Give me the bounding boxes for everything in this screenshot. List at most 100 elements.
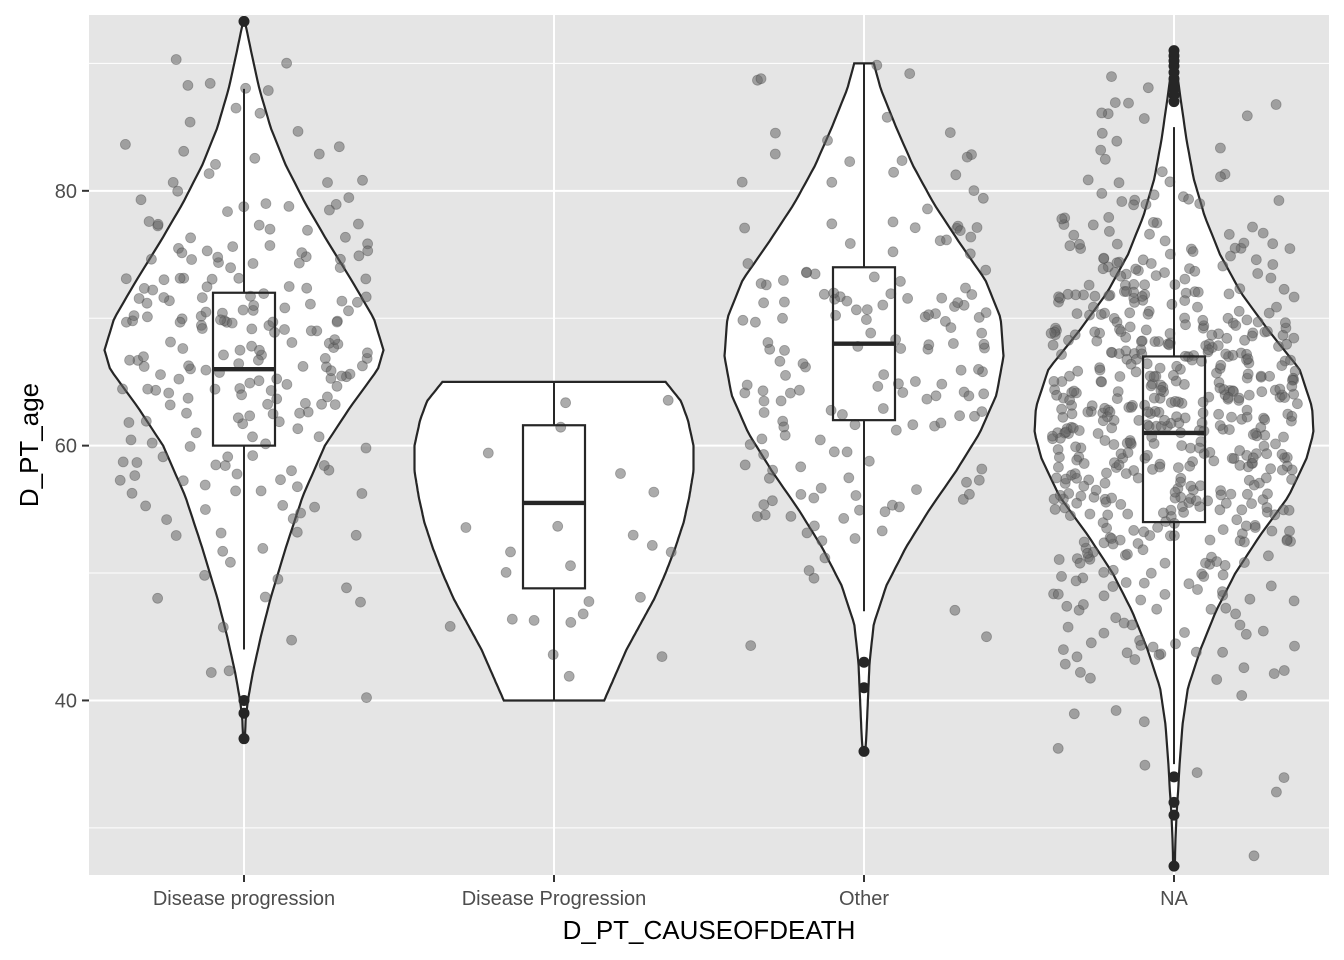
data-point — [1261, 448, 1273, 460]
data-point — [1065, 510, 1076, 521]
data-point — [795, 461, 807, 473]
data-point — [1164, 248, 1176, 260]
data-point — [1078, 458, 1090, 469]
data-point — [505, 546, 516, 558]
data-point — [350, 529, 362, 541]
data-point — [291, 481, 303, 493]
data-point — [1276, 360, 1288, 372]
data-point — [1135, 640, 1147, 651]
data-point — [1145, 258, 1157, 269]
data-point — [1048, 375, 1060, 387]
data-point — [779, 296, 790, 308]
data-point — [170, 530, 182, 541]
data-point — [1270, 438, 1281, 450]
data-point — [1085, 637, 1097, 649]
data-point — [123, 417, 135, 428]
data-point — [230, 102, 242, 114]
data-point — [948, 338, 959, 349]
data-point — [164, 399, 176, 411]
data-point — [1145, 567, 1157, 579]
data-point — [1252, 268, 1264, 279]
data-point — [1284, 243, 1296, 255]
data-point — [795, 488, 807, 500]
data-point — [1113, 348, 1125, 360]
data-point — [296, 247, 308, 259]
data-point — [260, 198, 272, 210]
data-point — [1242, 368, 1254, 380]
data-point — [271, 373, 283, 385]
data-point — [935, 417, 947, 429]
data-point — [1104, 406, 1116, 418]
x-tick-label: Disease progression — [153, 888, 335, 910]
data-point — [555, 421, 567, 433]
data-point — [444, 621, 456, 632]
data-point — [1241, 404, 1253, 416]
data-point — [950, 169, 962, 181]
data-point — [1274, 383, 1286, 395]
data-point — [1066, 408, 1078, 420]
data-point — [770, 127, 781, 139]
data-point — [1069, 468, 1081, 480]
data-point — [1267, 238, 1279, 250]
data-point — [1132, 472, 1144, 484]
data-point — [1068, 708, 1080, 720]
data-point — [826, 218, 838, 230]
data-point — [1064, 240, 1076, 252]
data-point — [223, 665, 235, 677]
data-point — [1244, 593, 1256, 605]
data-point — [138, 361, 150, 372]
data-point — [196, 323, 208, 334]
data-point — [1276, 448, 1288, 460]
data-point — [182, 392, 194, 404]
data-point — [819, 552, 831, 564]
data-point — [362, 245, 374, 257]
data-point — [249, 152, 261, 164]
data-point — [145, 253, 157, 265]
data-point — [277, 499, 289, 511]
data-point — [780, 369, 791, 381]
data-point — [968, 185, 980, 197]
data-point — [1247, 452, 1259, 464]
data-point — [361, 692, 372, 703]
data-point — [1154, 461, 1166, 473]
data-point — [1171, 360, 1183, 372]
data-point — [281, 378, 293, 390]
data-point — [960, 282, 971, 294]
data-point — [173, 373, 185, 385]
data-point — [952, 297, 964, 309]
x-tick-label: Other — [839, 888, 889, 910]
data-point — [822, 134, 833, 146]
data-point — [1190, 646, 1202, 658]
data-point — [200, 364, 212, 376]
data-point — [1234, 459, 1246, 471]
data-point — [1136, 290, 1148, 302]
data-point — [336, 295, 348, 307]
data-point — [186, 254, 198, 265]
data-point — [1140, 324, 1152, 336]
data-point — [1243, 474, 1255, 486]
data-point — [895, 275, 906, 287]
data-point — [1175, 476, 1186, 488]
data-point — [762, 337, 774, 348]
data-point — [769, 148, 781, 160]
data-point — [737, 314, 749, 326]
data-point — [758, 449, 769, 460]
data-point — [1101, 467, 1112, 479]
data-point — [1256, 386, 1268, 398]
data-point — [751, 511, 763, 522]
data-point — [283, 281, 295, 292]
data-point — [178, 145, 190, 157]
data-point — [1098, 567, 1110, 578]
data-point — [1204, 534, 1216, 546]
data-point — [1143, 420, 1155, 432]
data-point — [778, 421, 790, 433]
data-point — [1158, 507, 1169, 519]
data-point — [863, 455, 875, 467]
data-point — [1166, 298, 1178, 310]
y-axis-title: D_PT_age — [14, 383, 44, 507]
data-point — [1180, 319, 1191, 331]
data-point — [801, 527, 813, 539]
data-point — [1231, 514, 1243, 526]
data-point — [248, 300, 260, 311]
data-point — [257, 543, 269, 554]
